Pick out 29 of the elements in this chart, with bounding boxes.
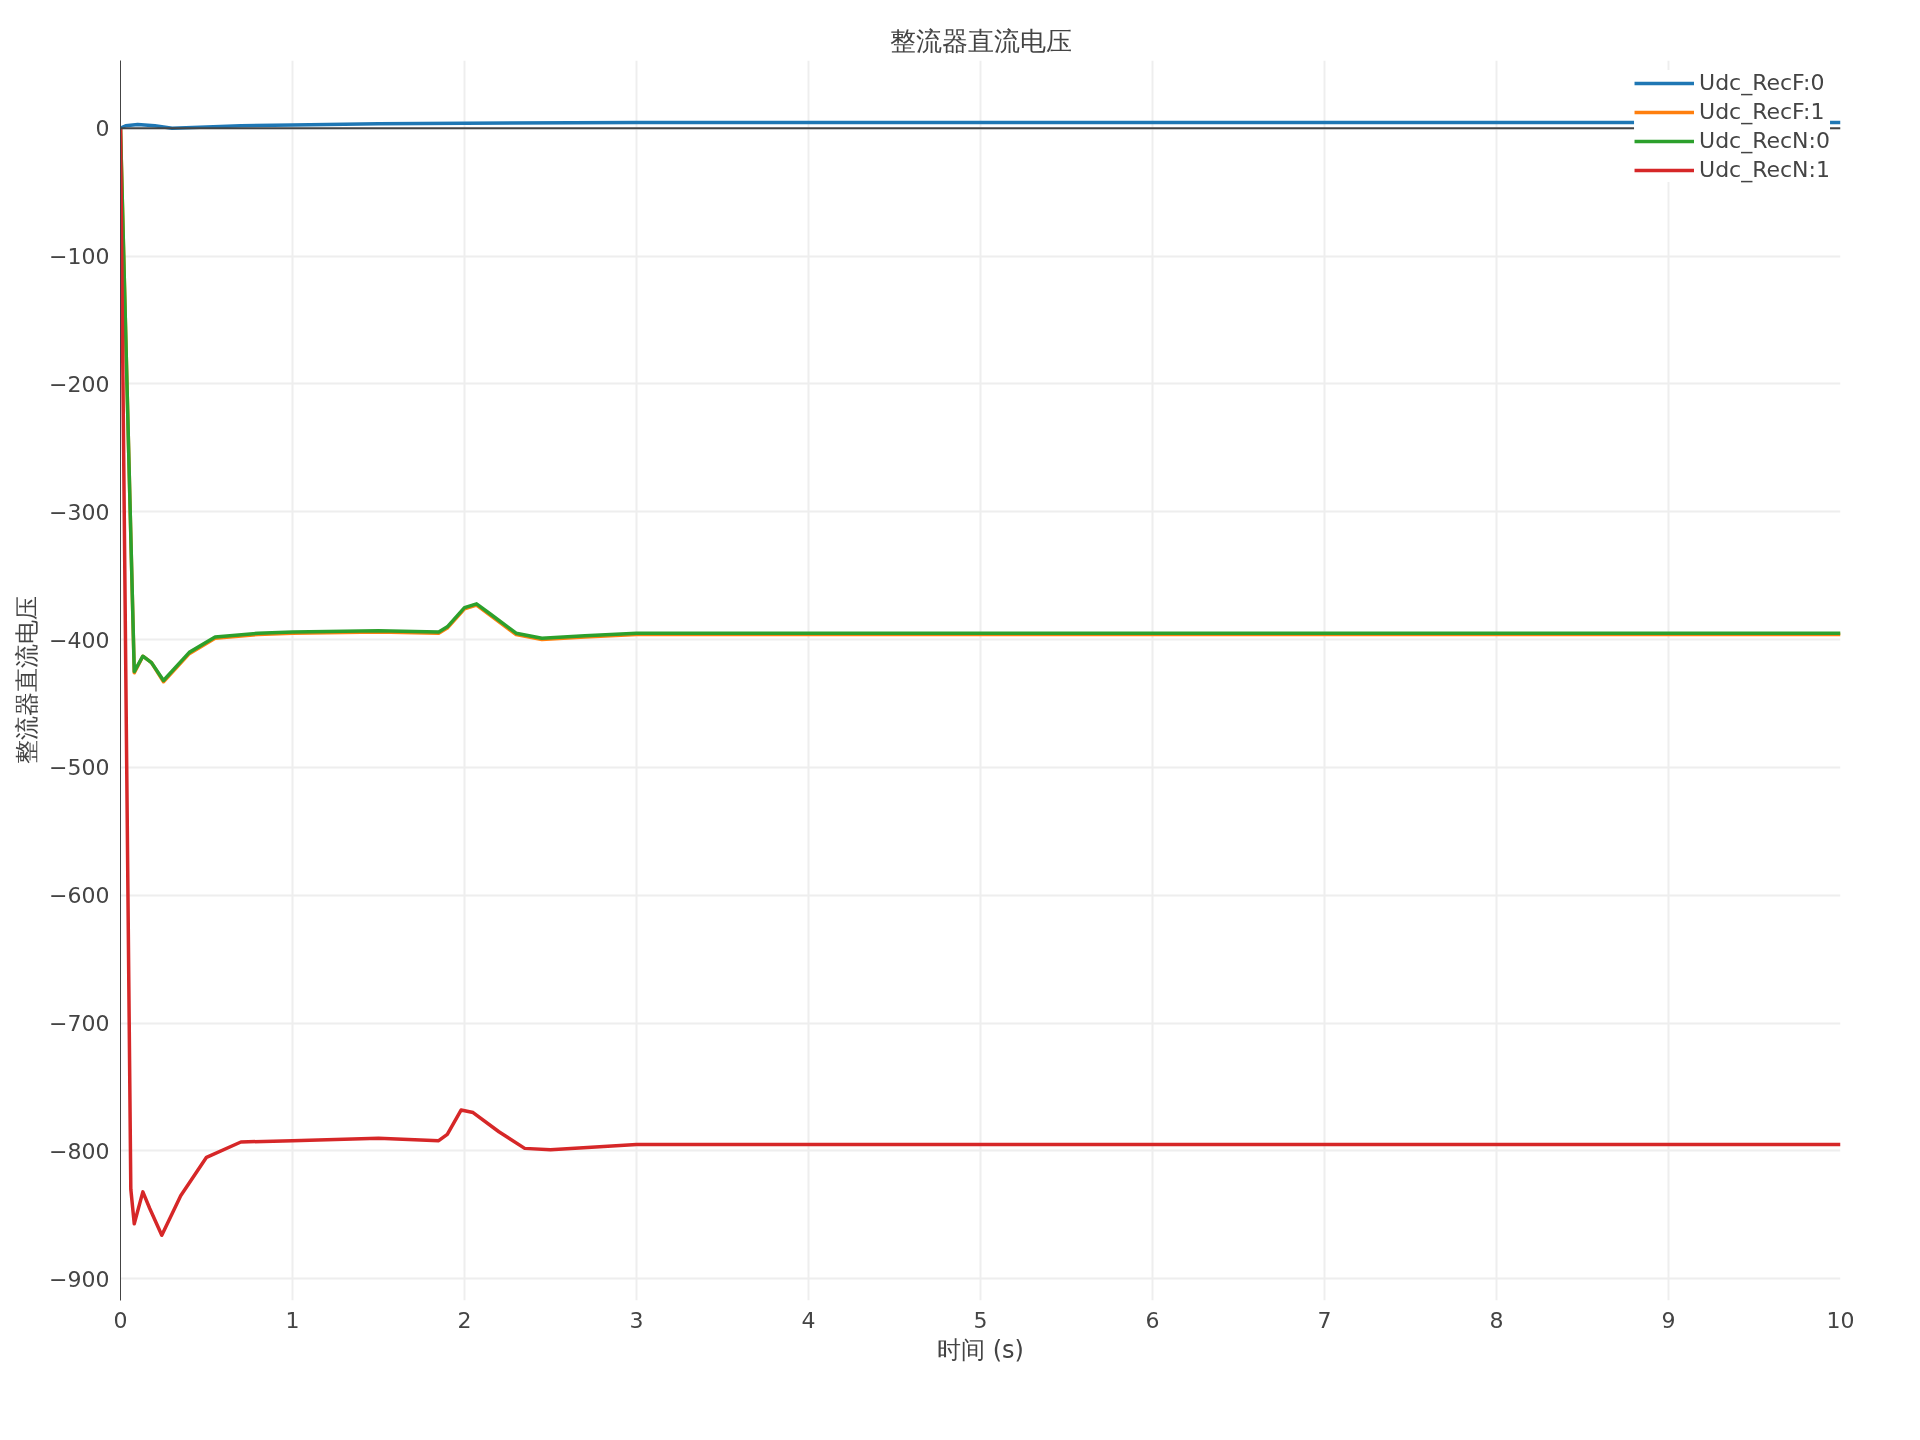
y-tick-label: 0 [95, 116, 110, 142]
legend-label: Udc_RecF:0 [1699, 70, 1825, 95]
x-tick-label: 2 [457, 1307, 472, 1333]
y-tick-label: −700 [49, 1011, 110, 1037]
x-tick-label: 4 [801, 1307, 816, 1333]
y-tick-label: −500 [49, 755, 110, 781]
y-tick-label: −800 [49, 1138, 110, 1164]
y-axis-title: 整流器直流电压 [13, 596, 42, 765]
x-tick-label: 8 [1489, 1307, 1504, 1333]
x-tick-label: 9 [1661, 1307, 1676, 1333]
x-tick-label: 10 [1826, 1307, 1855, 1333]
x-tick-label: 5 [973, 1307, 988, 1333]
legend-label: Udc_RecF:1 [1699, 99, 1825, 124]
x-axis-title: 时间 (s) [937, 1335, 1024, 1364]
y-tick-label: −900 [49, 1266, 110, 1292]
y-tick-label: −300 [49, 499, 110, 525]
y-tick-label: −200 [49, 371, 110, 397]
x-tick-label: 3 [629, 1307, 644, 1333]
y-tick-label: −600 [49, 883, 110, 909]
y-tick-label: −400 [49, 627, 110, 653]
x-tick-label: 1 [285, 1307, 300, 1333]
x-tick-label: 6 [1145, 1307, 1160, 1333]
legend-label: Udc_RecN:0 [1699, 128, 1830, 153]
x-tick-label: 7 [1317, 1307, 1332, 1333]
legend-label: Udc_RecN:1 [1699, 157, 1830, 182]
chart-title: 整流器直流电压 [889, 25, 1072, 56]
x-tick-label: 0 [113, 1307, 128, 1333]
line-series [120, 126, 1841, 1238]
y-tick-label: −100 [49, 244, 110, 270]
